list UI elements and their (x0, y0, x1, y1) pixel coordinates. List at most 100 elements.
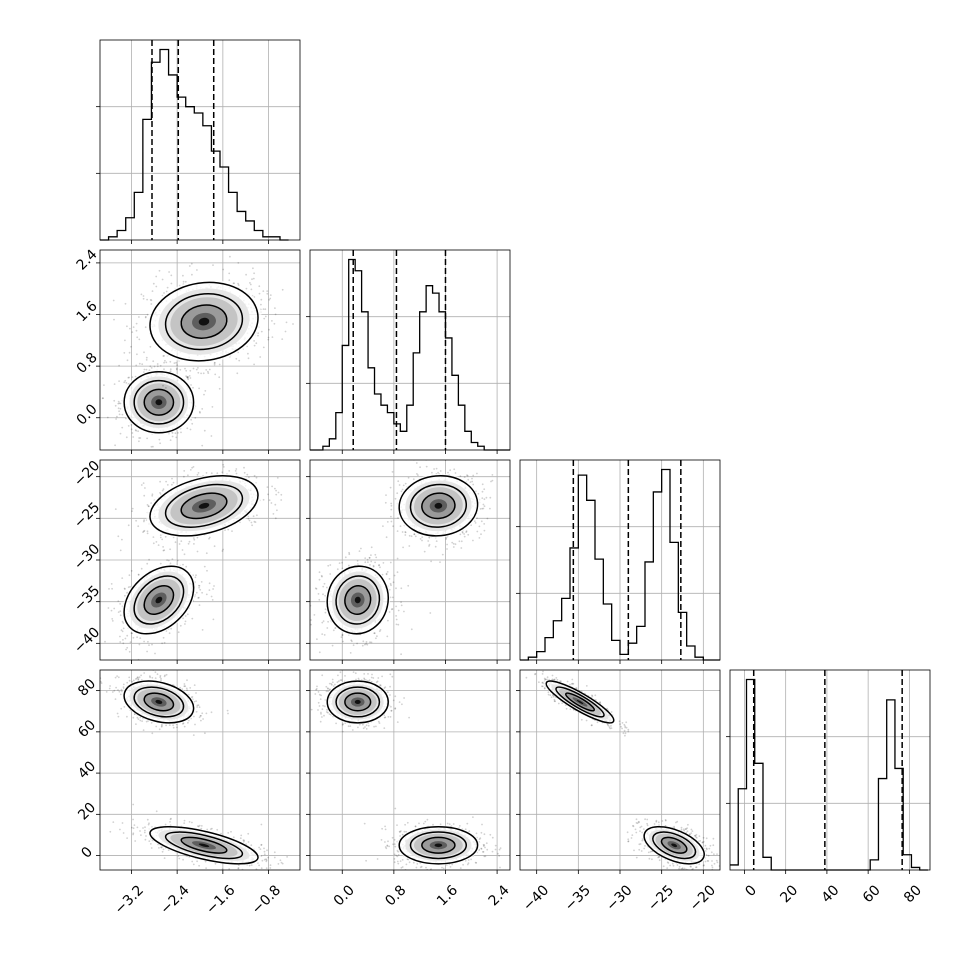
scatter-point (142, 531, 144, 533)
scatter-point (117, 611, 120, 613)
scatter-point (318, 571, 321, 574)
scatter-point (122, 639, 124, 641)
scatter-point (187, 542, 190, 545)
contour-line-0 (149, 475, 259, 537)
scatter-point (201, 444, 204, 447)
scatter-point (164, 359, 166, 362)
scatter-point (428, 543, 431, 546)
histogram-line (310, 258, 510, 451)
scatter-point (439, 561, 441, 563)
scatter-point (138, 643, 141, 646)
scatter-point (248, 519, 251, 522)
contour-line-0 (123, 565, 195, 635)
scatter-point (161, 278, 164, 281)
scatter-point (155, 285, 158, 288)
scatter-point (144, 315, 147, 318)
scatter-point (159, 442, 162, 445)
scatter-point (138, 362, 141, 365)
scatter-point (183, 685, 186, 688)
scatter-point (229, 255, 231, 258)
scatter-point (131, 632, 134, 635)
scatter-point (253, 340, 256, 342)
scatter-point (356, 642, 358, 645)
scatter-point (267, 338, 270, 341)
scatter-point (269, 297, 272, 300)
scatter-point (211, 406, 214, 408)
histogram-line (730, 678, 928, 871)
scatter-point (141, 363, 144, 366)
scatter-point (400, 604, 403, 607)
scatter-point (212, 618, 215, 621)
scatter-point (158, 269, 161, 272)
scatter-point (474, 522, 477, 524)
scatter-point (449, 469, 452, 472)
scatter-point (142, 729, 145, 731)
scatter-point (129, 641, 132, 644)
scatter-point (390, 504, 393, 507)
scatter-point (165, 387, 167, 389)
scatter-point (421, 536, 424, 538)
scatter-point (205, 593, 208, 596)
scatter-point (267, 336, 270, 339)
histogram-panel-1 (306, 249, 511, 451)
scatter-point (190, 262, 193, 265)
scatter-point (150, 303, 153, 305)
scatter-point (197, 472, 200, 474)
scatter-point (172, 481, 175, 484)
scatter-point (253, 344, 256, 347)
scatter-point (461, 531, 464, 534)
scatter-point (213, 363, 216, 366)
scatter-point (268, 328, 270, 331)
scatter-point (115, 418, 117, 420)
contour-line-2 (180, 304, 228, 339)
scatter-point (221, 471, 224, 474)
scatter-point (212, 588, 215, 590)
scatter-point (446, 543, 448, 546)
scatter-point (435, 467, 438, 470)
scatter-point (205, 552, 208, 555)
scatter-point (123, 381, 126, 384)
scatter-point (184, 280, 187, 283)
scatter-point (189, 469, 192, 471)
scatter-point (375, 637, 377, 640)
scatter-point (152, 360, 155, 363)
panel-frame (729, 669, 931, 871)
scatter-point (148, 644, 150, 646)
scatter-point (135, 519, 138, 522)
scatter-point (101, 397, 104, 400)
scatter-point (446, 548, 448, 550)
scatter-point (189, 369, 192, 372)
scatter-point (235, 472, 238, 475)
scatter-point (163, 355, 166, 357)
scatter-point (186, 427, 189, 430)
scatter-point (171, 435, 174, 438)
scatter-point (168, 271, 171, 273)
scatter-point (137, 430, 140, 433)
scatter-point (213, 545, 216, 548)
contour-line-1 (133, 379, 185, 425)
scatter-point (208, 536, 211, 539)
scatter-point (172, 726, 175, 729)
scatter-point (218, 376, 221, 379)
scatter-point (384, 501, 387, 504)
scatter-point (202, 372, 205, 375)
scatter-point (162, 384, 164, 387)
scatter-point (127, 425, 130, 427)
scatter-point (271, 320, 273, 322)
scatter-point (187, 376, 189, 379)
scatter-point (280, 493, 283, 496)
scatter-point (350, 639, 353, 642)
scatter-point (102, 397, 104, 400)
scatter-point (379, 629, 382, 631)
scatter-point (314, 587, 317, 590)
scatter-point (427, 540, 430, 542)
scatter-point (207, 372, 210, 374)
scatter-point (136, 636, 139, 639)
scatter-point (275, 489, 277, 492)
scatter-point (262, 346, 265, 349)
scatter-point (208, 589, 211, 591)
scatter-point (154, 652, 156, 655)
density-panel-1-0 (99, 249, 301, 451)
scatter-point (454, 543, 457, 546)
scatter-point (124, 339, 126, 342)
